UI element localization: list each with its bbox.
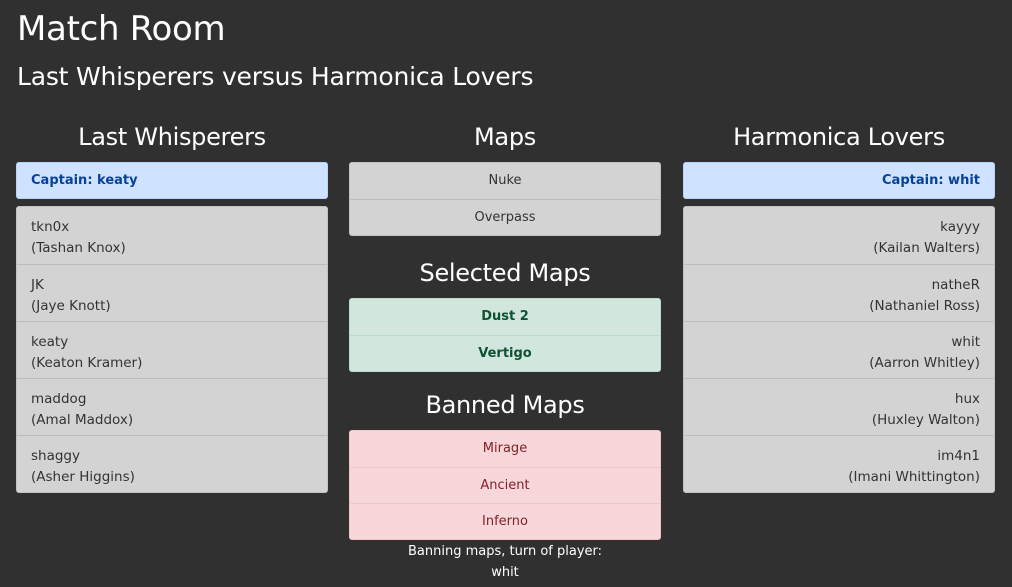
player-item: whit (Aarron Whitley): [684, 321, 994, 378]
player-full-name: (Tashan Knox): [31, 239, 126, 256]
page-title: Match Room: [17, 9, 226, 49]
player-item: shaggy (Asher Higgins): [17, 435, 327, 492]
maps-heading: Maps: [474, 123, 536, 151]
team-right-player-list: kayyy (Kailan Walters) natheR (Nathaniel…: [683, 206, 995, 493]
team-left-captain: Captain: keaty: [16, 162, 328, 199]
turn-status-label: Banning maps, turn of player:: [407, 544, 603, 559]
player-item: JK (Jaye Knott): [17, 264, 327, 321]
team-right-column: Harmonica Lovers Captain: whit kayyy (Ka…: [683, 120, 995, 493]
turn-status-player: whit: [491, 565, 519, 580]
player-item: maddog (Amal Maddox): [17, 378, 327, 435]
banned-map-item: Ancient: [350, 467, 660, 503]
available-map-item[interactable]: Overpass: [350, 199, 660, 235]
player-nick: shaggy: [31, 448, 80, 464]
player-full-name: (Aarron Whitley): [869, 354, 980, 371]
selected-map-list: Dust 2 Vertigo: [349, 298, 661, 372]
team-left-player-list: tkn0x (Tashan Knox) JK (Jaye Knott) keat…: [16, 206, 328, 493]
player-item: natheR (Nathaniel Ross): [684, 264, 994, 321]
player-nick: hux: [954, 391, 980, 407]
banned-map-item: Inferno: [350, 503, 660, 539]
player-item: tkn0x (Tashan Knox): [17, 207, 327, 264]
player-full-name: (Huxley Walton): [871, 411, 980, 428]
selected-maps-heading: Selected Maps: [419, 259, 591, 287]
selected-map-item: Dust 2: [481, 309, 529, 324]
banned-maps-heading: Banned Maps: [425, 391, 585, 419]
player-nick: natheR: [931, 277, 980, 293]
player-full-name: (Asher Higgins): [31, 468, 135, 485]
player-nick: kayyy: [940, 219, 980, 235]
team-left-name: Last Whisperers: [78, 123, 266, 151]
team-left-column: Last Whisperers Captain: keaty tkn0x (Ta…: [16, 120, 328, 493]
maps-column: Maps Nuke Overpass Selected Maps Dust 2 …: [349, 120, 661, 583]
player-nick: whit: [951, 334, 980, 350]
player-full-name: (Amal Maddox): [31, 411, 134, 428]
player-item: kayyy (Kailan Walters): [684, 207, 994, 264]
banned-map-list: Mirage Ancient Inferno: [349, 430, 661, 540]
player-full-name: (Keaton Kramer): [31, 354, 143, 371]
banned-map-item: Mirage: [482, 441, 528, 456]
available-map-list: Nuke Overpass: [349, 162, 661, 236]
team-right-captain: Captain: whit: [683, 162, 995, 199]
player-full-name: (Jaye Knott): [31, 297, 111, 314]
selected-map-item: Vertigo: [350, 335, 660, 371]
player-full-name: (Nathaniel Ross): [869, 297, 980, 314]
player-item: keaty (Keaton Kramer): [17, 321, 327, 378]
team-right-name: Harmonica Lovers: [733, 123, 945, 151]
player-full-name: (Kailan Walters): [873, 239, 980, 256]
player-item: im4n1 (Imani Whittington): [684, 435, 994, 492]
player-nick: JK: [31, 277, 44, 293]
available-map-item[interactable]: Nuke: [488, 173, 522, 188]
player-nick: maddog: [31, 391, 87, 407]
player-item: hux (Huxley Walton): [684, 378, 994, 435]
player-nick: tkn0x: [31, 219, 70, 235]
page-subtitle: Last Whisperers versus Harmonica Lovers: [17, 62, 534, 91]
player-full-name: (Imani Whittington): [848, 468, 980, 485]
player-nick: keaty: [31, 334, 69, 350]
player-nick: im4n1: [937, 448, 980, 464]
